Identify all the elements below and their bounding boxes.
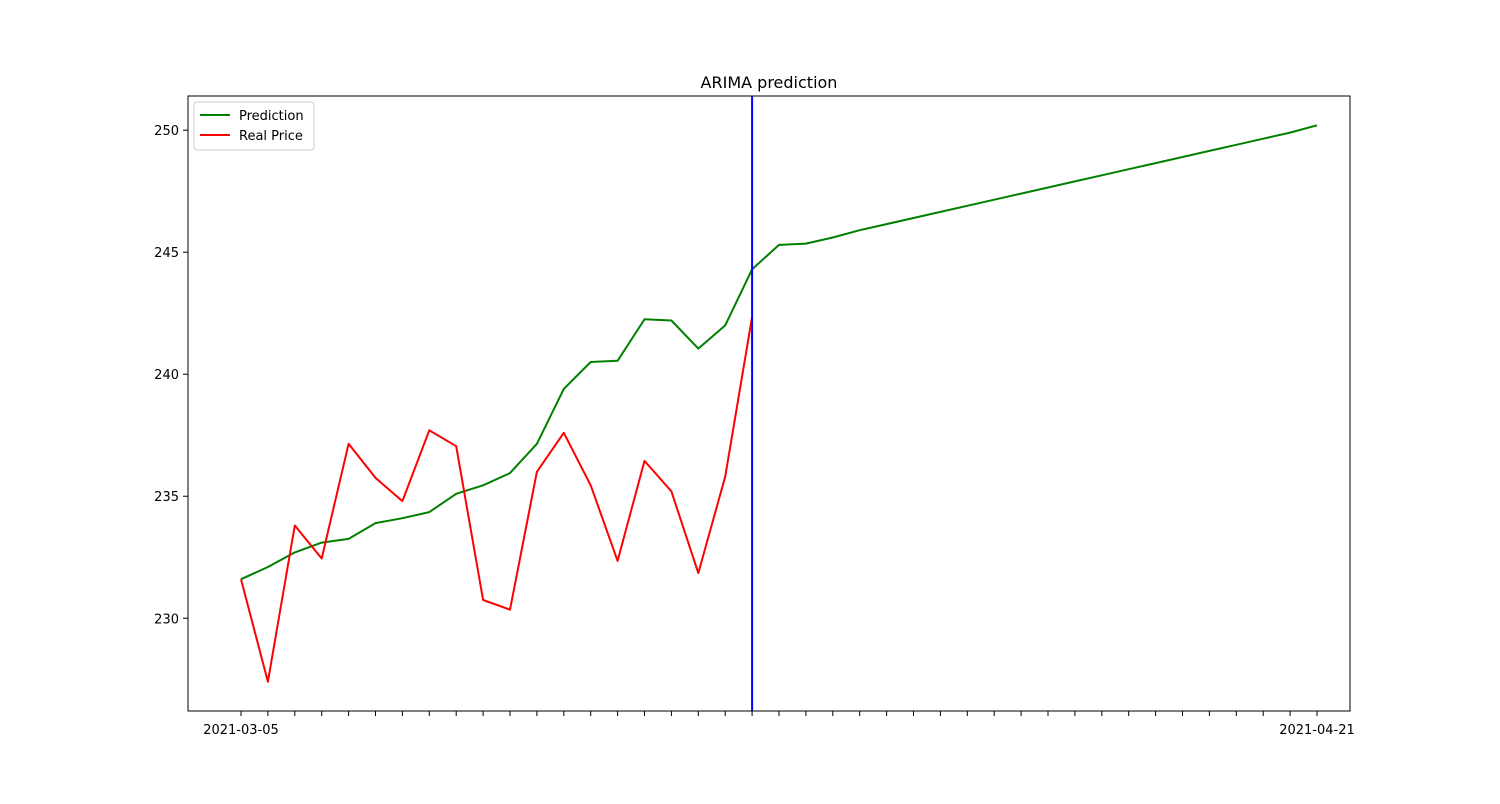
chart-title: ARIMA prediction <box>701 73 838 92</box>
y-tick-label: 250 <box>154 124 179 139</box>
series-line-real-price <box>240 316 754 683</box>
x-tick-label-first: 2021-03-05 <box>203 723 279 738</box>
chart-legend: Prediction Real Price <box>193 101 315 151</box>
legend-label-real-price: Real Price <box>239 129 303 144</box>
y-tick-label: 245 <box>154 246 179 261</box>
y-tick-label: 230 <box>154 612 179 627</box>
y-tick-label: 240 <box>154 368 179 383</box>
series-line-prediction <box>240 124 1318 581</box>
x-tick-label-last: 2021-04-21 <box>1279 723 1355 738</box>
plot-area: 230 235 240 245 250 2021-03-05 2021-04-21 <box>154 95 1355 738</box>
legend-label-prediction: Prediction <box>239 109 304 124</box>
y-tick-label: 235 <box>154 490 179 505</box>
axes-frame <box>187 95 1351 712</box>
